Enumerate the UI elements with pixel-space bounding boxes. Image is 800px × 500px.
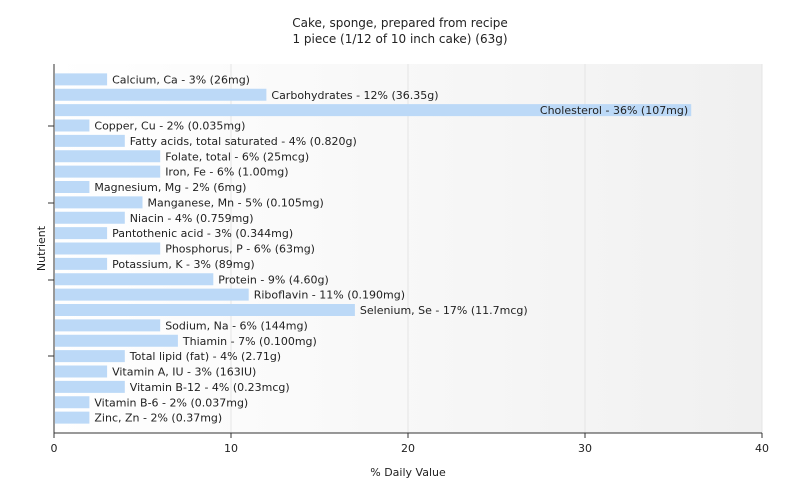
data-label: Magnesium, Mg - 2% (6mg) xyxy=(94,181,246,194)
bar xyxy=(55,257,108,270)
data-label: Selenium, Se - 17% (11.7mcg) xyxy=(360,304,528,317)
x-tick-label: 20 xyxy=(401,442,415,455)
data-label: Carbohydrates - 12% (36.35g) xyxy=(271,89,438,102)
data-label: Fatty acids, total saturated - 4% (0.820… xyxy=(130,135,357,148)
bar xyxy=(55,227,108,240)
bar xyxy=(55,211,125,224)
bar xyxy=(55,73,108,86)
data-label: Sodium, Na - 6% (144mg) xyxy=(165,319,308,332)
data-label: Protein - 9% (4.60g) xyxy=(218,273,329,286)
data-label: Vitamin A, IU - 3% (163IU) xyxy=(112,366,256,379)
data-label: Cholesterol - 36% (107mg) xyxy=(540,104,688,117)
x-tick-label: 0 xyxy=(51,442,58,455)
bar xyxy=(55,273,214,286)
data-label: Thiamin - 7% (0.100mg) xyxy=(182,335,317,348)
bar xyxy=(55,396,90,409)
bar xyxy=(55,196,143,209)
bar xyxy=(55,134,125,147)
bar xyxy=(55,380,125,393)
data-label: Folate, total - 6% (25mcg) xyxy=(165,150,309,163)
y-axis-label: Nutrient xyxy=(35,225,48,271)
data-label: Copper, Cu - 2% (0.035mg) xyxy=(94,120,245,133)
bar xyxy=(55,304,355,316)
bar xyxy=(55,319,161,332)
chart-subtitle: 1 piece (1/12 of 10 inch cake) (63g) xyxy=(292,32,508,46)
data-label: Iron, Fe - 6% (1.00mg) xyxy=(165,166,288,179)
bar xyxy=(55,334,178,347)
x-tick-label: 30 xyxy=(578,442,592,455)
x-tick-label: 10 xyxy=(224,442,238,455)
data-label: Manganese, Mn - 5% (0.105mg) xyxy=(148,196,324,209)
data-label: Vitamin B-12 - 4% (0.23mcg) xyxy=(130,381,290,394)
data-label: Calcium, Ca - 3% (26mg) xyxy=(112,73,250,86)
bar xyxy=(55,365,108,378)
x-tick-label: 40 xyxy=(755,442,769,455)
bar xyxy=(55,150,161,163)
data-label: Total lipid (fat) - 4% (2.71g) xyxy=(129,350,281,363)
data-label: Vitamin B-6 - 2% (0.037mg) xyxy=(94,396,248,409)
bar xyxy=(55,288,249,301)
x-axis-label: % Daily Value xyxy=(370,466,446,479)
data-label: Phosphorus, P - 6% (63mg) xyxy=(165,243,315,256)
data-label: Pantothenic acid - 3% (0.344mg) xyxy=(112,227,293,240)
chart-title: Cake, sponge, prepared from recipe xyxy=(292,16,508,30)
bar xyxy=(55,242,161,255)
bar xyxy=(55,350,125,363)
bar xyxy=(55,411,90,424)
data-label: Potassium, K - 3% (89mg) xyxy=(112,258,255,271)
bar xyxy=(55,119,90,132)
bar xyxy=(55,181,90,193)
bar xyxy=(55,104,692,117)
data-label: Riboflavin - 11% (0.190mg) xyxy=(254,289,405,302)
data-label: Zinc, Zn - 2% (0.37mg) xyxy=(94,412,222,425)
bar xyxy=(55,88,267,101)
bar xyxy=(55,165,161,178)
data-label: Niacin - 4% (0.759mg) xyxy=(130,212,254,225)
